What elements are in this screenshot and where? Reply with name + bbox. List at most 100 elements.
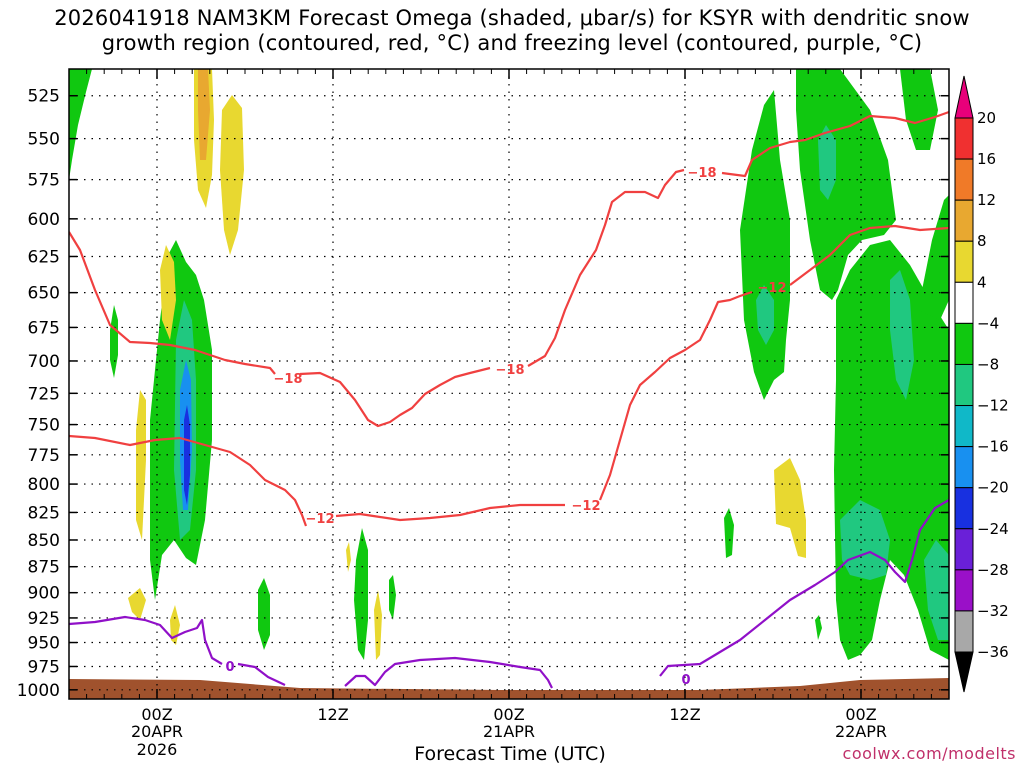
contour-label: −18 <box>274 372 303 387</box>
omega-region <box>924 540 949 640</box>
y-tick-label: 1000 <box>17 681 60 701</box>
colorbar-label: 16 <box>977 150 996 168</box>
contour-label: 0 <box>681 673 690 688</box>
x-tick-label: 12Z <box>317 705 348 724</box>
y-tick-label: 775 <box>28 446 60 466</box>
colorbar-swatch <box>954 610 974 653</box>
colorbar-label: 8 <box>977 232 987 250</box>
omega-region <box>774 458 806 558</box>
omega-region <box>796 69 896 300</box>
colorbar-label: −4 <box>977 314 999 332</box>
y-tick-label: 525 <box>28 87 60 107</box>
y-tick-label: 600 <box>28 210 60 230</box>
colorbar-swatch <box>954 405 974 448</box>
contour-minus12 <box>789 224 949 286</box>
x-tick-date: 22APR <box>835 722 887 741</box>
colorbar-label: −32 <box>977 602 1009 620</box>
y-tick-label: 550 <box>28 130 60 150</box>
omega-region <box>724 508 734 558</box>
omega-region <box>900 69 938 150</box>
contour-freezing-level <box>69 615 223 665</box>
omega-region <box>136 390 146 540</box>
colorbar-bottom-arrow <box>954 651 974 693</box>
omega-region <box>740 90 790 400</box>
y-tick-label: 925 <box>28 609 60 629</box>
colorbar-swatch <box>954 569 974 612</box>
ground-band <box>69 678 949 699</box>
colorbar-label: 4 <box>977 273 987 291</box>
y-tick-label: 975 <box>28 657 60 677</box>
chart-title-line-1: 2026041918 NAM3KM Forecast Omega (shaded… <box>54 6 970 30</box>
colorbar-label: 20 <box>977 109 996 127</box>
colorbar-label: −28 <box>977 561 1009 579</box>
colorbar: 20 16 12 8 4 −4 −8 −12 −16 −20 −24 −28 −32 −36 <box>954 75 1009 693</box>
colorbar-top-arrow <box>954 75 974 119</box>
omega-region <box>890 270 914 400</box>
y-tick-label: 825 <box>28 503 60 523</box>
y-tick-label: 900 <box>28 584 60 604</box>
y-tick-label: 675 <box>28 318 60 338</box>
colorbar-label: −24 <box>977 520 1009 538</box>
contour-minus12 <box>335 503 565 522</box>
x-tick-label: 12Z <box>669 705 700 724</box>
contour-label: −12 <box>758 281 787 296</box>
omega-region <box>374 590 382 660</box>
temperature-contours <box>69 110 949 689</box>
y-tick-label: 725 <box>28 384 60 404</box>
y-tick-label: 700 <box>28 352 60 372</box>
y-axis: 525 550 575 600 625 650 675 700 725 750 775 800 825 8… <box>17 87 949 701</box>
contour-label: −12 <box>306 512 335 527</box>
colorbar-swatch <box>954 281 974 324</box>
omega-shading <box>69 69 949 699</box>
gridlines <box>69 69 949 699</box>
omega-region <box>354 528 368 660</box>
colorbar-swatch <box>954 487 974 530</box>
omega-region <box>69 69 92 180</box>
credit-link[interactable]: coolwx.com/modelts <box>842 744 1016 763</box>
x-tick-year: 2026 <box>137 740 178 759</box>
colorbar-label: 12 <box>977 191 996 209</box>
omega-region <box>815 615 822 640</box>
colorbar-swatch <box>954 240 974 283</box>
omega-region <box>198 69 210 160</box>
omega-region <box>756 285 774 345</box>
omega-region <box>818 125 836 200</box>
colorbar-swatch <box>954 117 974 160</box>
colorbar-swatch <box>954 446 974 489</box>
contour-labels: −18 −18 −18 −12 −12 −12 0 0 <box>225 166 786 688</box>
y-tick-label: 950 <box>28 634 60 654</box>
colorbar-label: −36 <box>977 643 1009 661</box>
y-tick-label: 625 <box>28 247 60 267</box>
contour-freezing-level <box>659 499 949 677</box>
x-tick-date: 20APR <box>131 722 183 741</box>
omega-region <box>184 405 190 505</box>
chart-title-line-2: growth region (contoured, red, °C) and f… <box>101 31 923 55</box>
colorbar-swatch <box>954 322 974 365</box>
y-tick-label: 750 <box>28 416 60 436</box>
y-tick-label: 875 <box>28 558 60 578</box>
contour-minus18 <box>299 366 491 428</box>
colorbar-label: −12 <box>977 397 1009 415</box>
omega-region <box>110 305 118 378</box>
contour-label: 0 <box>225 660 234 675</box>
colorbar-label: −8 <box>977 355 999 373</box>
omega-region <box>258 578 270 650</box>
contour-minus12 <box>69 434 308 527</box>
omega-region <box>128 588 146 620</box>
colorbar-swatch <box>954 363 974 407</box>
contour-label: −18 <box>688 166 717 181</box>
x-tick-date: 21APR <box>483 722 535 741</box>
contour-freezing-level <box>237 662 286 686</box>
x-axis-title: Forecast Time (UTC) <box>414 743 606 765</box>
contour-label: −12 <box>572 499 601 514</box>
y-tick-label: 575 <box>28 171 60 191</box>
omega-region <box>918 195 949 320</box>
y-tick-label: 800 <box>28 475 60 495</box>
x-tick-label: 00Z <box>845 705 876 724</box>
colorbar-swatch <box>954 528 974 571</box>
y-tick-label: 850 <box>28 531 60 551</box>
colorbar-label: −16 <box>977 438 1009 456</box>
colorbar-swatch <box>954 158 974 201</box>
